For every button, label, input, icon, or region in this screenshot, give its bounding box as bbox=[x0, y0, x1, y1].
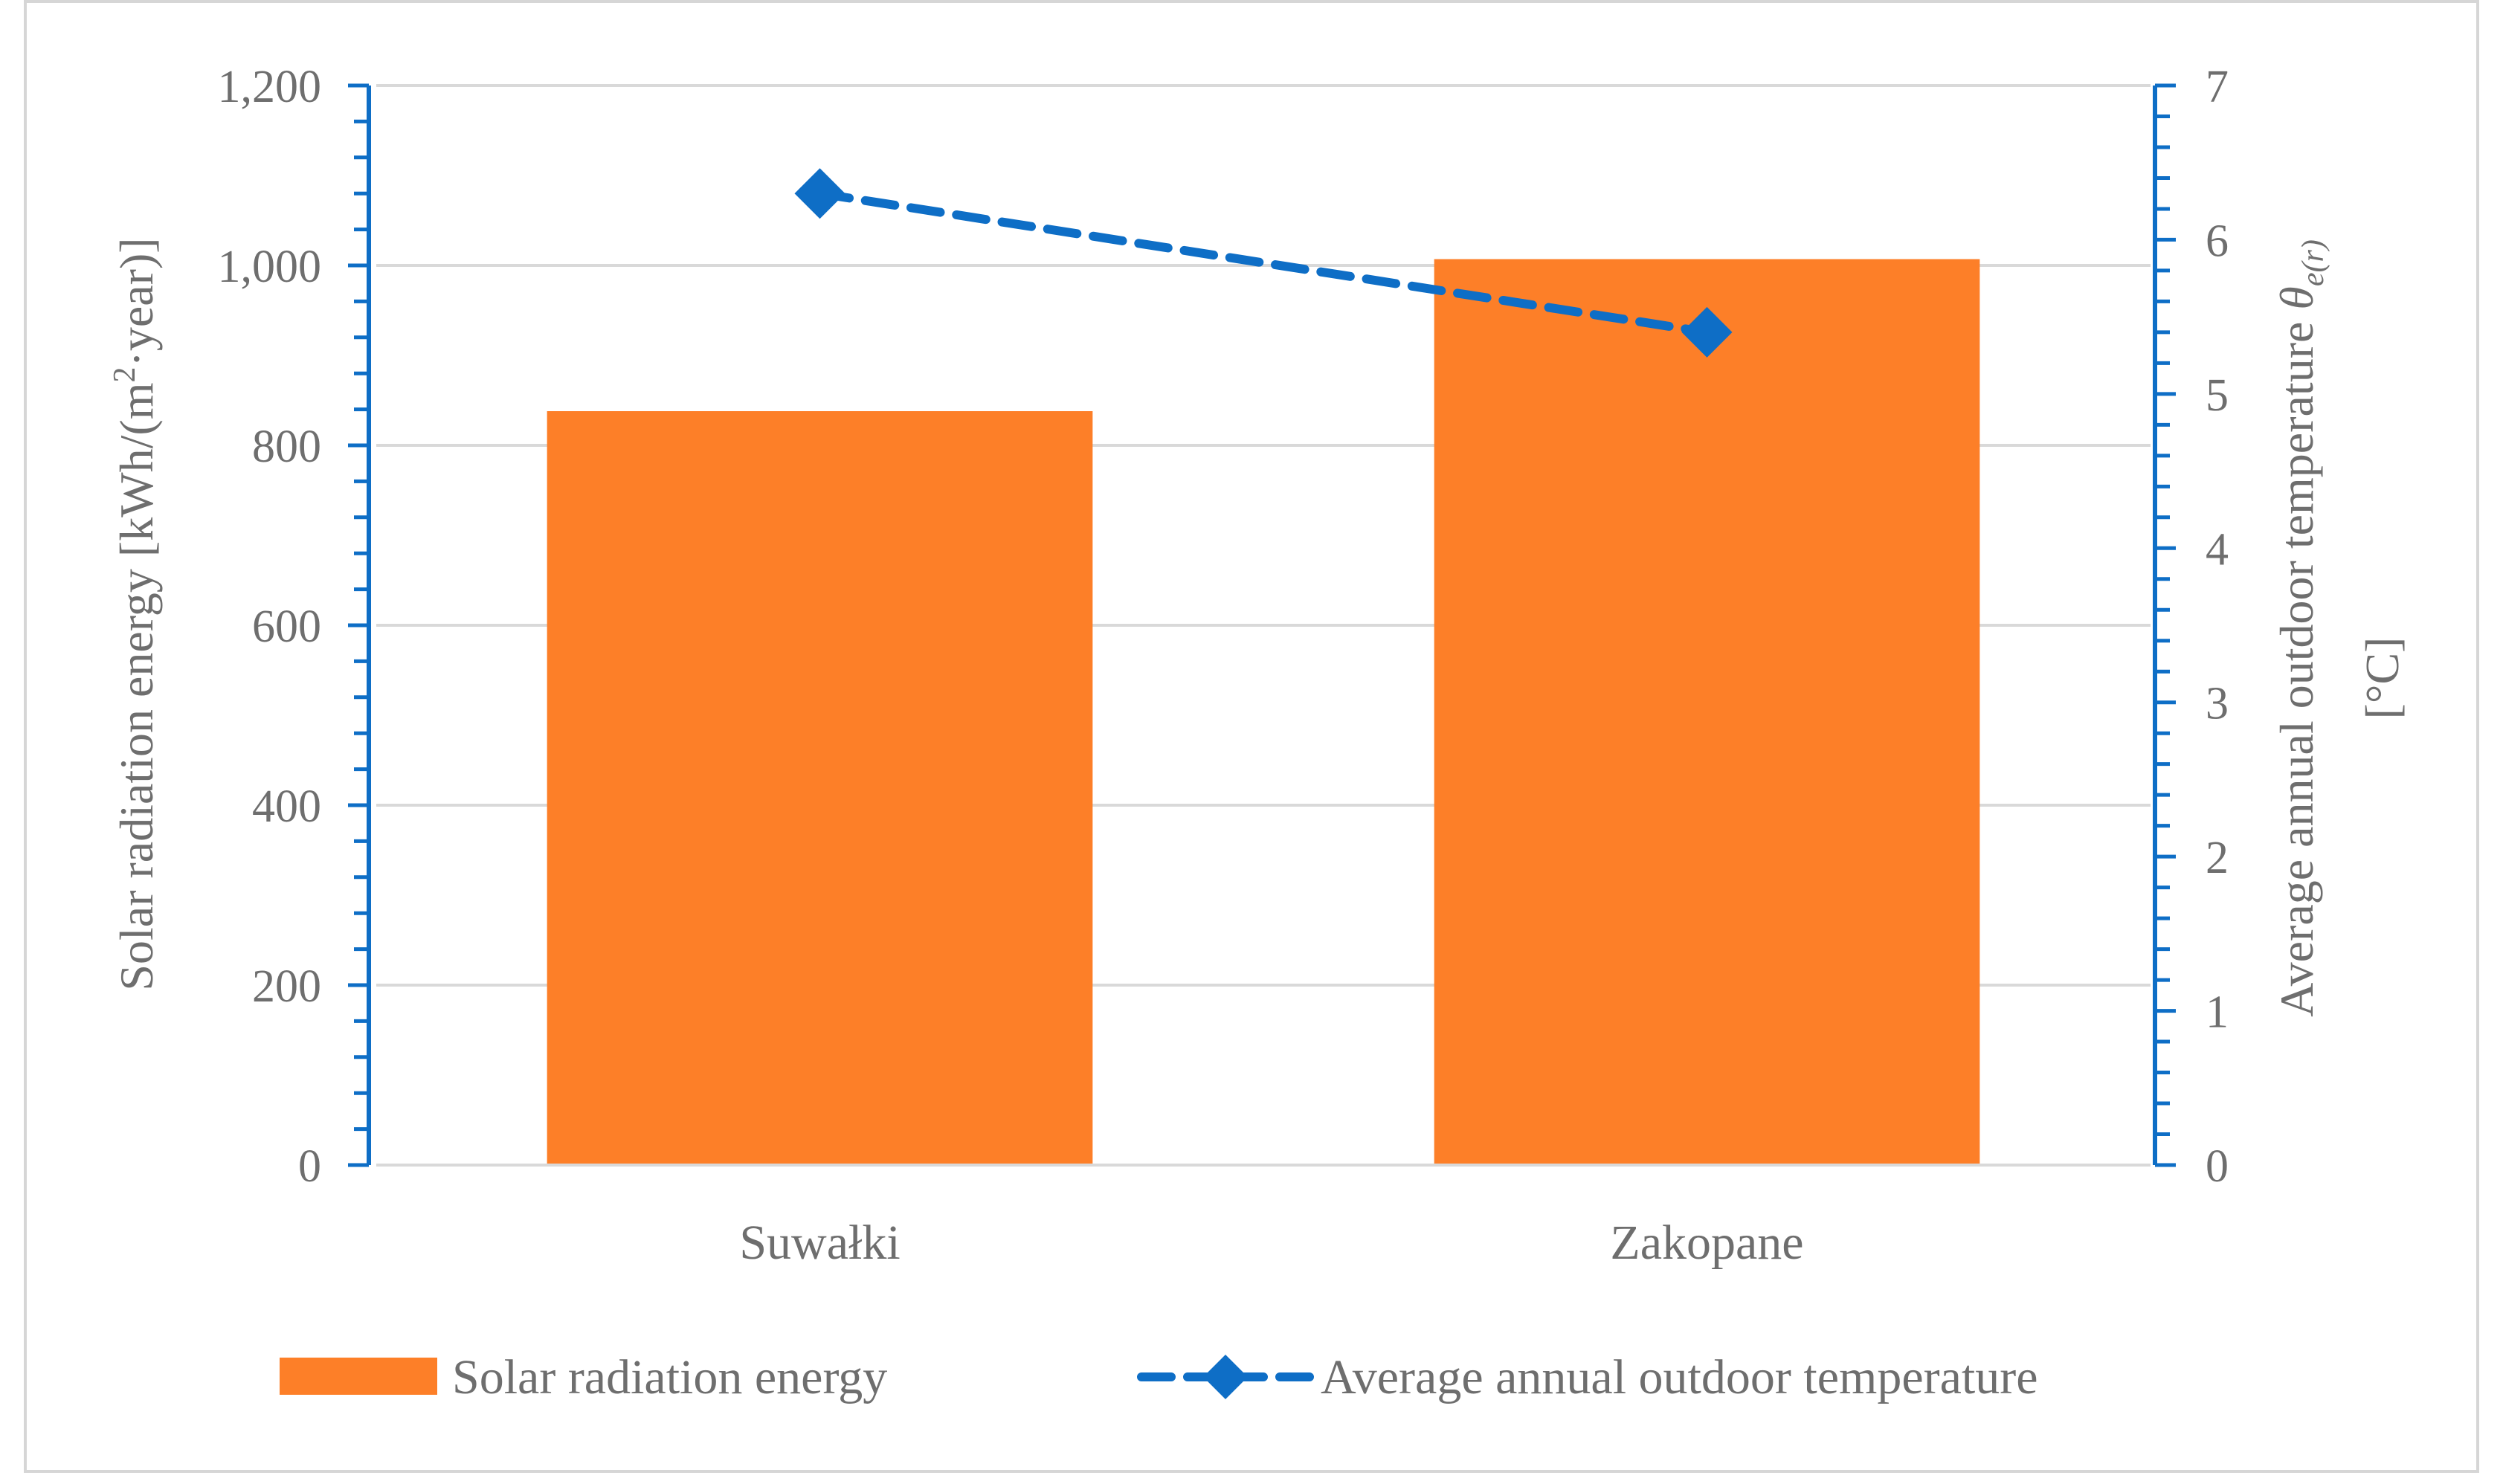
left-tick-label: 400 bbox=[252, 781, 321, 832]
right-tick-label: 7 bbox=[2206, 62, 2229, 112]
right-tick-label: 4 bbox=[2206, 524, 2229, 575]
right-tick-label: 0 bbox=[2206, 1141, 2229, 1192]
right-axis-title-subscript: e(r) bbox=[2296, 239, 2330, 286]
legend-swatch-bar bbox=[280, 1358, 437, 1395]
legend: Solar radiation energy Average annual out… bbox=[280, 1350, 2038, 1404]
left-tick-label: 600 bbox=[252, 601, 321, 652]
left-axis-title-tail: ·year)] bbox=[110, 237, 163, 367]
left-axis-title-main: Solar radiation energy [kWh/(m bbox=[110, 382, 163, 990]
right-tick-label: 6 bbox=[2206, 216, 2229, 266]
left-tick-label: 0 bbox=[298, 1141, 321, 1192]
left-axis-title: Solar radiation energy [kWh/(m2·year)] bbox=[108, 237, 163, 990]
line-series bbox=[794, 168, 1733, 358]
left-axis-title-superscript: 2 bbox=[108, 367, 142, 382]
bar-series bbox=[547, 259, 1980, 1165]
right-tick-label: 3 bbox=[2206, 679, 2229, 729]
legend-label-line: Average annual outdoor temperature bbox=[1321, 1350, 2038, 1404]
temperature-line bbox=[815, 189, 1712, 337]
tick-labels: 0 200 400 600 800 1,000 1,200 0 1 2 3 4 5 6 7 Suwałki Za… bbox=[218, 62, 2229, 1270]
chart-frame bbox=[24, 0, 2479, 1473]
bar-2 bbox=[1434, 259, 1980, 1165]
axes bbox=[348, 83, 2176, 1167]
category-label: Suwałki bbox=[739, 1216, 900, 1270]
bar-1 bbox=[547, 411, 1093, 1165]
right-tick-label: 2 bbox=[2206, 833, 2229, 883]
left-tick-label: 1,000 bbox=[218, 242, 322, 292]
right-axis-title-line1: Average annual outdoor temperature θe(r) bbox=[2270, 239, 2330, 1017]
right-axis-title-line2: [°C] bbox=[2356, 637, 2409, 720]
right-tick-label: 5 bbox=[2206, 370, 2229, 421]
left-tick-label: 800 bbox=[252, 422, 321, 472]
category-label: Zakopane bbox=[1610, 1216, 1803, 1270]
right-axis-title-main: Average annual outdoor temperature bbox=[2270, 310, 2323, 1017]
right-axis-title-symbol: θ bbox=[2270, 286, 2323, 309]
legend-label-bar: Solar radiation energy bbox=[452, 1350, 887, 1404]
temperature-marker-1 bbox=[794, 168, 845, 219]
left-tick-label: 200 bbox=[252, 961, 321, 1012]
right-tick-label: 1 bbox=[2206, 987, 2229, 1038]
temperature-marker-2 bbox=[1681, 306, 1733, 358]
left-tick-label: 1,200 bbox=[218, 62, 322, 112]
legend-swatch-marker bbox=[1203, 1355, 1248, 1399]
